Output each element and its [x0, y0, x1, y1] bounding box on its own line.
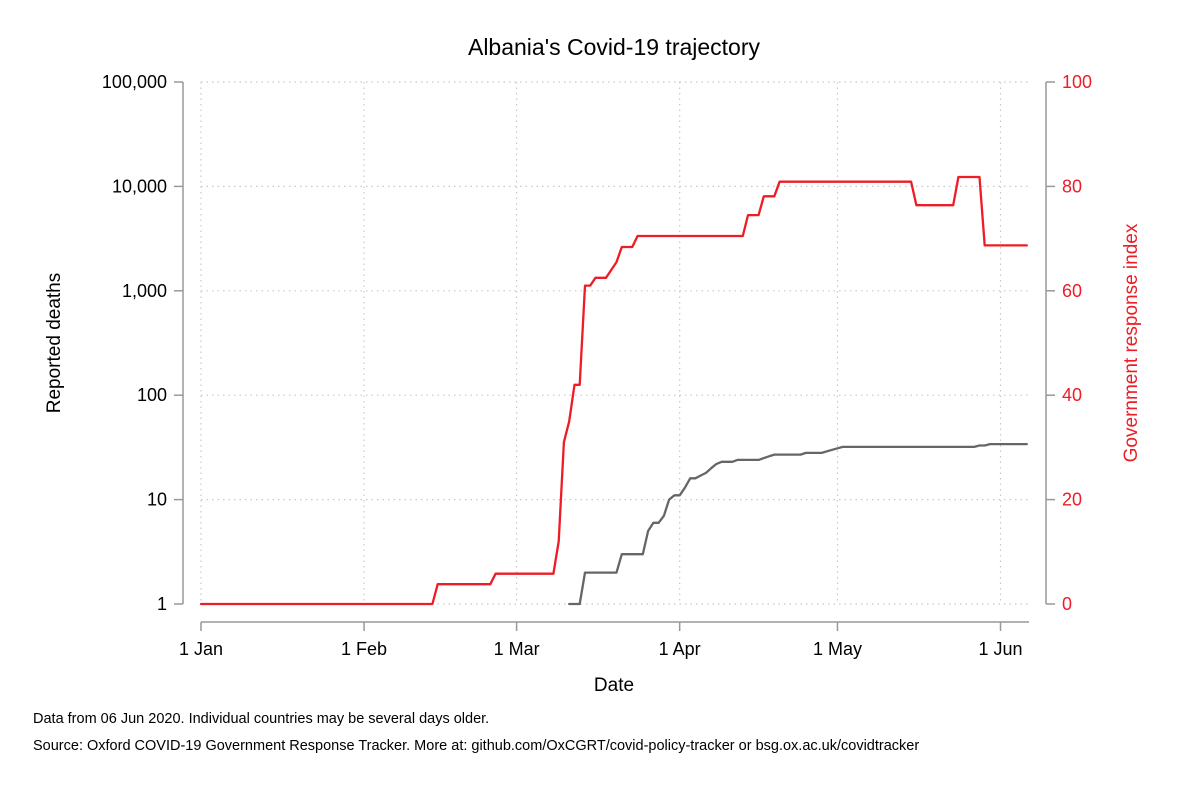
- y-right-tick-label: 0: [1062, 594, 1072, 614]
- y-left-tick-label: 10,000: [112, 176, 167, 196]
- x-tick-label: 1 Jun: [978, 639, 1022, 659]
- source-note: Source: Oxford COVID-19 Government Respo…: [33, 738, 920, 754]
- y-right-tick-label: 60: [1062, 281, 1082, 301]
- y-left-axis-label: Reported deaths: [44, 273, 65, 414]
- y-left-tick-label: 10: [147, 490, 167, 510]
- y-left-tick-label: 1: [157, 594, 167, 614]
- x-tick-label: 1 Feb: [341, 639, 387, 659]
- y-right-tick-label: 20: [1062, 490, 1082, 510]
- x-tick-label: 1 May: [813, 639, 862, 659]
- y-left-tick-label: 100,000: [102, 72, 167, 92]
- deaths-series-line: [568, 442, 1028, 606]
- y-right-tick-label: 80: [1062, 176, 1082, 196]
- x-tick-label: 1 Mar: [494, 639, 540, 659]
- series-layer: [199, 175, 1028, 606]
- response-index-series-line: [199, 175, 1028, 606]
- grid: [200, 81, 1029, 605]
- chart: Albania's Covid-19 trajectory 1 10 100 1,00…: [44, 34, 1142, 696]
- y-left-tick-label: 1,000: [122, 281, 167, 301]
- chart-title: Albania's Covid-19 trajectory: [468, 34, 761, 60]
- y-right-tick-label: 40: [1062, 385, 1082, 405]
- x-tick-label: 1 Apr: [659, 639, 701, 659]
- x-tick-label: 1 Jan: [179, 639, 223, 659]
- y-left-tick-label: 100: [137, 385, 167, 405]
- x-axis-label: Date: [594, 675, 634, 696]
- axes: 1 10 100 1,000 10,000 100,000 0 20 40 60 80 100 1 Ja…: [102, 72, 1092, 659]
- y-right-tick-label: 100: [1062, 72, 1092, 92]
- data-note: Data from 06 Jun 2020. Individual countr…: [33, 711, 490, 727]
- y-right-axis-label: Government response index: [1121, 223, 1142, 462]
